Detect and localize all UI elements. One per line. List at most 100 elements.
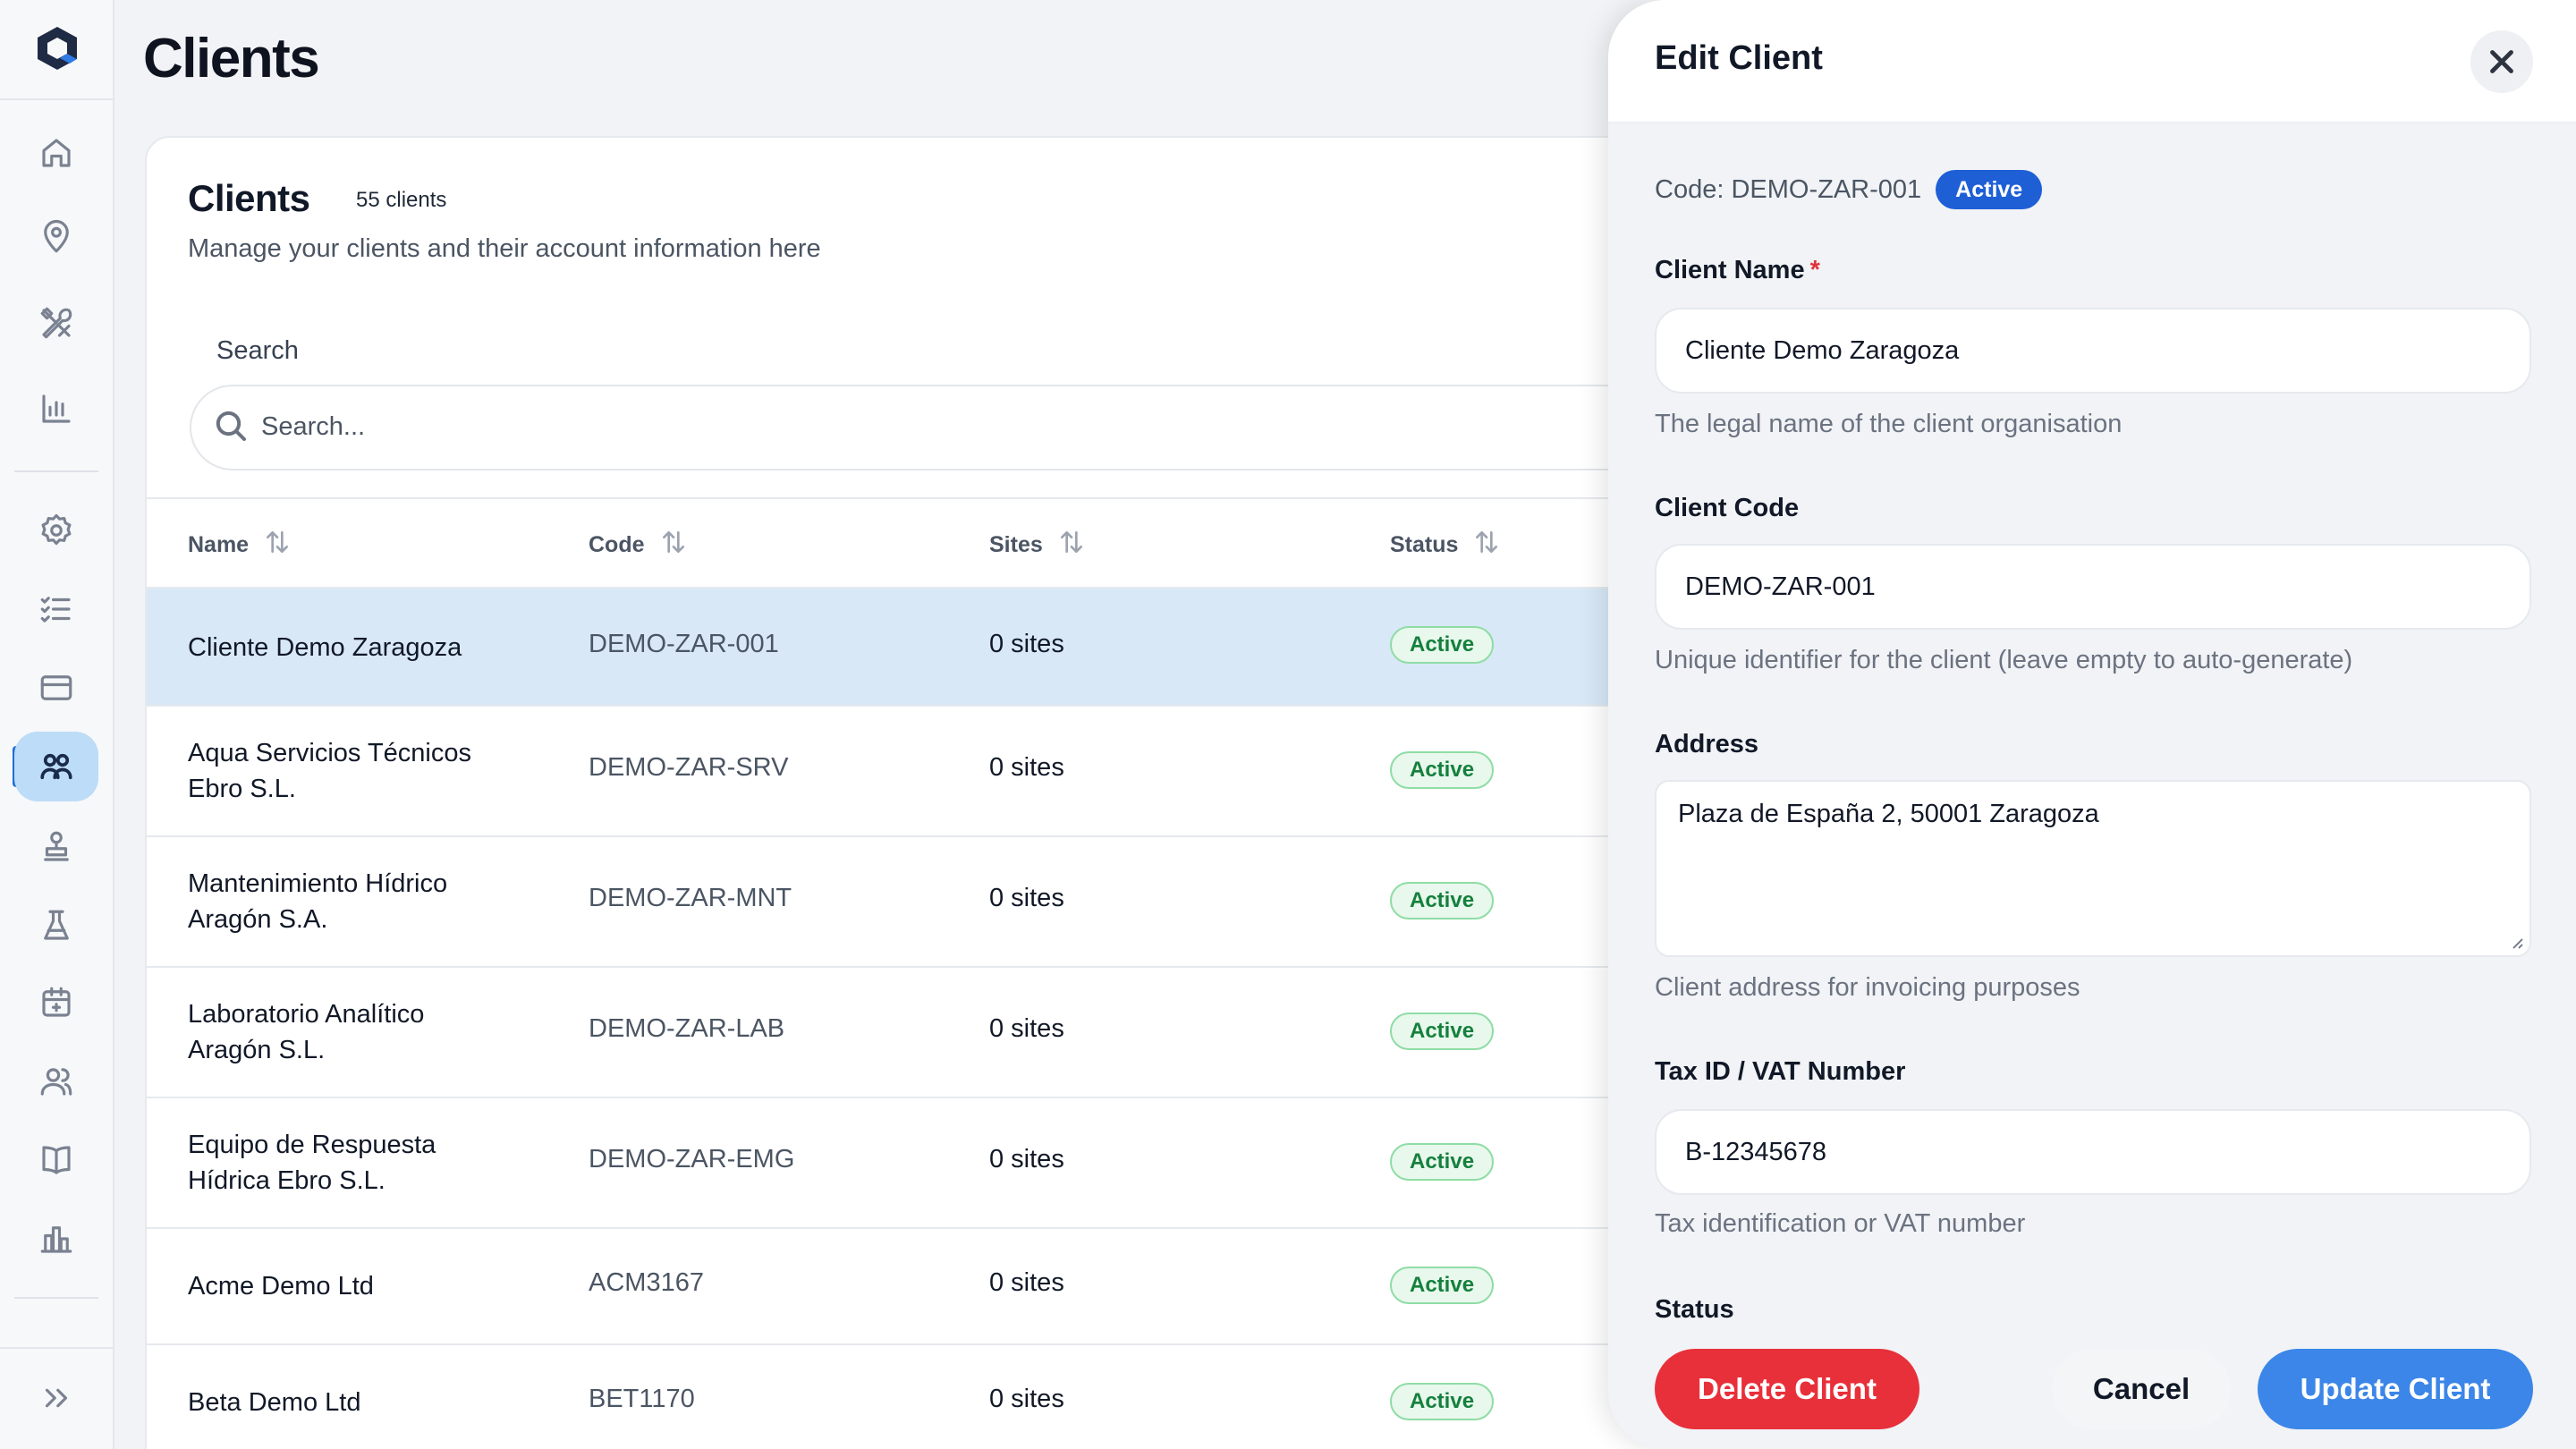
table-row[interactable]: Laboratorio Analítico Aragón S.L. DEMO-Z… [147,966,1843,1097]
sort-icon[interactable] [659,528,688,563]
table-row[interactable]: Equipo de Respuesta Hídrica Ebro S.L. DE… [147,1097,1843,1227]
column-header-code[interactable]: Code [589,528,688,563]
nav-home[interactable] [14,118,98,188]
client-name: Acme Demo Ltd [188,1272,374,1301]
clients-card: Clients 55 clients Manage your clients a… [145,136,1844,1449]
update-client-button[interactable]: Update Client [2258,1349,2533,1429]
status-label: Status [1655,1295,1734,1324]
table-row[interactable]: Acme Demo Ltd ACM3167 0 sites Active [147,1227,1843,1343]
column-label: Code [589,532,645,557]
nav-docs[interactable] [14,1125,98,1195]
edit-client-drawer: Edit Client Code: DEMO-ZAR-001 Active Cl… [1608,0,2576,1449]
sort-icon[interactable] [1057,528,1086,563]
client-name: Laboratorio Analítico Aragón S.L. [188,1000,425,1064]
client-name: Beta Demo Ltd [188,1388,361,1417]
client-code: DEMO-ZAR-SRV [589,753,789,782]
client-code-text: Code: DEMO-ZAR-001 [1655,174,1922,204]
client-code-line: Code: DEMO-ZAR-001 Active [1655,170,2043,209]
book-icon [42,1146,71,1174]
buildings-chart-icon [40,1226,72,1253]
card-title: Clients [188,177,310,219]
search-input[interactable] [261,402,1603,451]
address-help: Client address for invoicing purposes [1655,973,2080,1002]
table-row[interactable]: Beta Demo Ltd BET1170 0 sites Active [147,1343,1843,1449]
app-logo[interactable] [32,23,82,73]
table-row[interactable]: Mantenimiento Hídrico Aragón S.A. DEMO-Z… [147,835,1843,966]
status-badge: Active [1390,1383,1495,1420]
close-icon [2490,50,2513,73]
client-sites: 0 sites [989,1268,1064,1297]
nav-tasks[interactable] [14,574,98,644]
sidebar-divider [0,1347,113,1349]
search-label: Search [216,336,299,365]
sidebar-divider [14,470,98,472]
page-title: Clients [143,28,320,89]
address-textarea[interactable]: Plaza de España 2, 50001 Zaragoza [1655,780,2531,957]
client-sites: 0 sites [989,1385,1064,1413]
tax-id-input[interactable]: B-12345678 [1655,1109,2531,1195]
status-badge: Active [1390,626,1495,664]
required-mark: * [1809,256,1820,284]
nav-lab[interactable] [14,891,98,961]
location-pin-icon [44,219,69,253]
table-row[interactable]: Cliente Demo Zaragoza DEMO-ZAR-001 0 sit… [147,587,1843,705]
nav-users[interactable] [14,1046,98,1116]
address-value: Plaza de España 2, 50001 Zaragoza [1678,800,2099,828]
client-code: DEMO-ZAR-EMG [589,1145,795,1174]
bar-chart-icon [42,394,71,423]
nav-analytics[interactable] [14,374,98,444]
sidebar-expand-button[interactable] [14,1363,98,1433]
client-code-help: Unique identifier for the client (leave … [1655,646,2353,674]
credit-card-icon [40,675,72,700]
table-row[interactable]: Aqua Servicios Técnicos Ebro S.L. DEMO-Z… [147,705,1843,835]
drawer-title: Edit Client [1655,39,1823,77]
client-code: ACM3167 [589,1268,704,1297]
chevrons-right-icon [45,1388,68,1408]
drawer-header: Edit Client [1608,0,2576,123]
client-name: Cliente Demo Zaragoza [188,633,462,662]
nav-calendar[interactable] [14,968,98,1038]
nav-stamp[interactable] [14,812,98,882]
client-code: DEMO-ZAR-001 [589,630,779,658]
search-icon [213,408,249,444]
nav-clients[interactable] [14,732,98,801]
home-icon [42,139,71,167]
client-name-input[interactable]: Cliente Demo Zaragoza [1655,308,2531,394]
client-code: DEMO-ZAR-LAB [589,1014,785,1043]
client-code-input[interactable]: DEMO-ZAR-001 [1655,544,2531,630]
status-badge: Active [1390,1143,1495,1181]
close-button[interactable] [2470,30,2533,93]
nav-tools[interactable] [14,288,98,358]
nav-locations[interactable] [14,202,98,272]
clients-icon [40,753,72,780]
nav-billing[interactable] [14,653,98,723]
resize-handle-icon[interactable] [2508,934,2524,950]
client-name: Mantenimiento Hídrico Aragón S.A. [188,869,448,934]
tax-id-help: Tax identification or VAT number [1655,1209,2026,1238]
nav-settings[interactable] [14,496,98,565]
calendar-icon [42,987,71,1017]
column-label: Name [188,532,250,557]
sidebar-divider [14,1297,98,1299]
sort-icon[interactable] [263,528,292,563]
nav-reports[interactable] [14,1204,98,1274]
tools-icon [40,307,72,339]
client-name: Aqua Servicios Técnicos Ebro S.L. [188,739,472,803]
cancel-button[interactable]: Cancel [2052,1349,2231,1429]
tax-id-label: Tax ID / VAT Number [1655,1057,1906,1086]
delete-client-button[interactable]: Delete Client [1655,1349,1919,1429]
client-code: BET1170 [589,1385,695,1413]
client-name-label-text: Client Name [1655,256,1805,284]
client-name-help: The legal name of the client organisatio… [1655,410,2123,438]
client-sites: 0 sites [989,884,1064,912]
status-badge: Active [1390,882,1495,919]
status-badge: Active [1390,1267,1495,1304]
column-header-name[interactable]: Name [188,528,292,563]
client-name: Equipo de Respuesta Hídrica Ebro S.L. [188,1131,436,1195]
sidebar-divider [0,98,113,100]
client-name-label: Client Name * [1655,256,1820,285]
sort-icon[interactable] [1472,528,1501,563]
column-header-status[interactable]: Status [1390,528,1501,563]
column-header-sites[interactable]: Sites [989,528,1086,563]
sidebar [0,0,114,1449]
